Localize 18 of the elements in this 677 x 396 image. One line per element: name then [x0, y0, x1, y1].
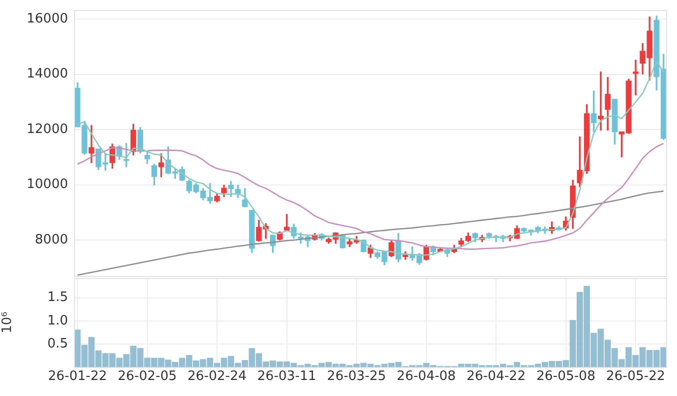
x-tick-label: 26-04-08	[396, 369, 456, 384]
y-tick-label: 14000	[26, 66, 68, 82]
x-tick-label: 26-05-08	[536, 369, 596, 384]
y-axis-title: 10⁶	[0, 312, 16, 334]
x-tick-label: 26-04-22	[466, 369, 526, 384]
y-tick-label: 1.5	[47, 290, 68, 306]
y-tick-label: 8000	[34, 232, 68, 248]
y-tick-label: 12000	[26, 122, 68, 137]
y-tick-label: 1.0	[47, 313, 68, 328]
y-tick-label: 16000	[26, 11, 68, 26]
x-tick-label: 26-02-05	[118, 369, 177, 384]
y-tick-label: 0.5	[47, 336, 68, 352]
x-tick-label: 26-03-25	[327, 369, 386, 384]
x-tick-label: 26-01-22	[48, 369, 107, 384]
x-tick-label: 26-03-11	[257, 369, 316, 384]
x-tick-label: 26-02-24	[188, 369, 247, 384]
x-tick-label: 26-05-22	[606, 369, 666, 384]
y-tick-label: 10000	[26, 177, 68, 192]
